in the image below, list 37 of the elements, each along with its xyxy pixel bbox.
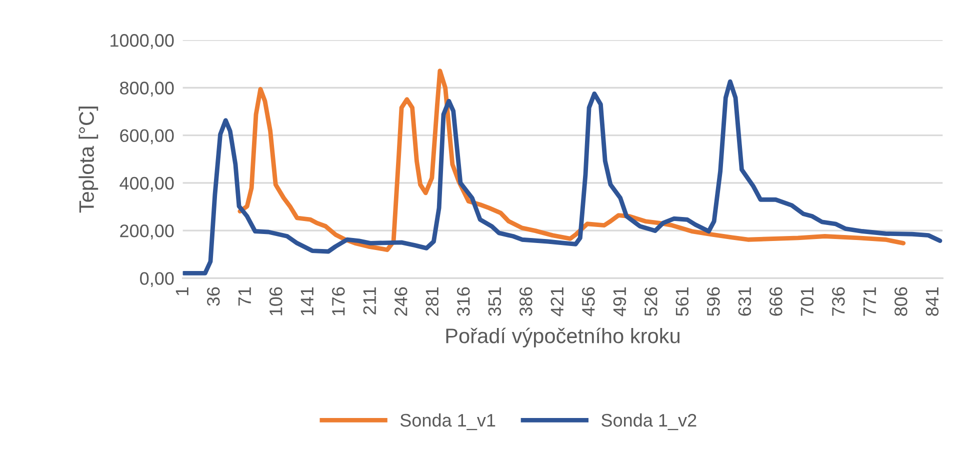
x-tick-label: 456	[582, 287, 595, 316]
x-tick-label: 631	[738, 287, 752, 316]
x-tick-label: 211	[363, 287, 376, 314]
y-tick-label: 800,00	[120, 82, 174, 97]
y-tick-label: 1000,00	[110, 34, 174, 49]
x-tick-label: 386	[520, 287, 532, 316]
x-tick-label: 841	[926, 287, 939, 316]
x-tick-label: 701	[800, 287, 814, 316]
y-tick-label: 600,00	[120, 129, 174, 144]
line-series	[182, 79, 942, 276]
x-tick-label: 596	[707, 287, 720, 316]
line-series	[238, 68, 906, 252]
legend-label: Sonda 1_v1	[400, 413, 496, 430]
x-tick-label: 281	[426, 287, 439, 316]
x-tick-label: 176	[332, 287, 345, 316]
y-tick-label: 200,00	[120, 224, 174, 240]
x-tick-label: 36	[206, 287, 220, 306]
x-tick-label: 771	[863, 287, 876, 316]
x-tick-label: 141	[300, 287, 314, 316]
x-tick-label: 736	[832, 287, 845, 316]
x-tick-label: 316	[457, 287, 470, 316]
legend-label: Sonda 1_v2	[602, 413, 696, 430]
x-tick-label: 561	[676, 287, 689, 316]
x-tick-label: 806	[894, 287, 908, 316]
y-axis-title: Teplota [°C]	[78, 106, 98, 213]
x-tick-label: 106	[269, 287, 282, 316]
x-axis-title: Pořadí výpočetního kroku	[446, 328, 680, 348]
y-tick-label: 0,00	[140, 272, 174, 288]
x-tick-label: 1	[176, 287, 188, 296]
y-tick-label: 400,00	[120, 176, 174, 192]
x-tick-label: 526	[644, 287, 658, 316]
x-tick-label: 246	[394, 287, 408, 316]
x-tick-label: 351	[488, 287, 502, 316]
x-tick-label: 666	[770, 287, 782, 316]
x-tick-label: 421	[550, 287, 564, 316]
x-tick-label: 71	[238, 287, 251, 306]
x-tick-label: 491	[613, 287, 626, 316]
